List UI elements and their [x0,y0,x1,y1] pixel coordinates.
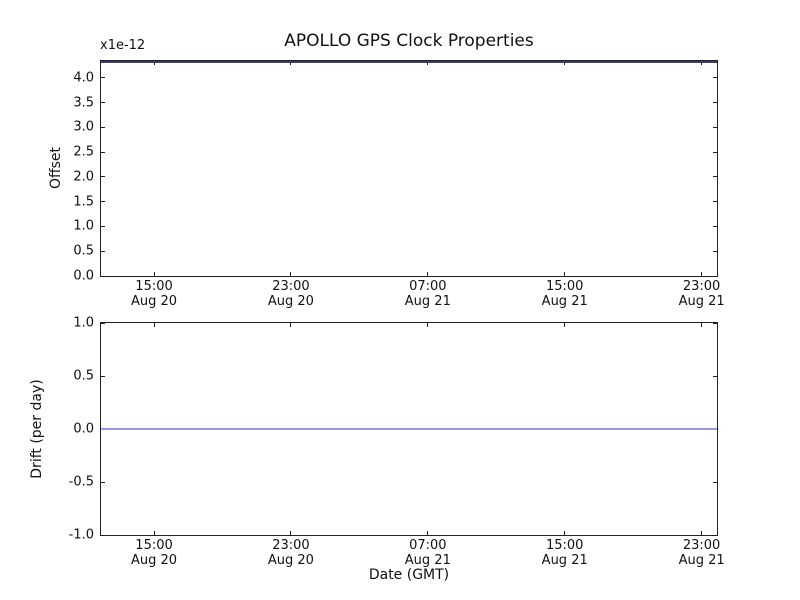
x-tick-label: 15:00 Aug 21 [541,279,588,309]
y-tick-label: -0.5 [68,474,94,490]
y-tick-label: -1.0 [68,527,94,543]
y-tick [101,102,105,104]
y-tick [101,201,105,203]
x-tick-label: 23:00 Aug 20 [267,279,314,309]
y-tick [713,102,717,104]
x-tick [564,531,566,535]
y-tick [713,77,717,79]
y-tick [101,151,105,153]
y-tick [713,481,717,483]
x-tick [427,323,429,327]
x-tick [427,272,429,276]
x-tick [701,323,703,327]
y-tick [101,534,105,536]
offset-series-line [101,61,717,63]
y-tick [101,250,105,252]
y-tick-label: 1.0 [73,218,94,234]
x-tick-label: 23:00 Aug 21 [678,279,725,309]
x-tick [564,61,566,65]
x-tick-label: 15:00 Aug 20 [131,538,178,568]
x-tick [564,272,566,276]
x-tick [290,531,292,535]
y-tick [101,322,105,324]
x-tick-label: 07:00 Aug 21 [404,538,451,568]
y-tick-label: 4.0 [73,70,94,86]
x-tick [153,61,155,65]
y-tick-label: 2.0 [73,169,94,185]
x-tick [427,531,429,535]
x-tick-label: 07:00 Aug 21 [404,279,451,309]
drift-y-axis-label: Drift (per day) [29,379,45,479]
y-tick-label: 0.0 [73,268,94,284]
x-tick-label: 23:00 Aug 21 [678,538,725,568]
y-tick-label: 2.5 [73,144,94,160]
y-tick [101,375,105,377]
y-tick-label: 3.5 [73,95,94,111]
drift-plot-area: -1.0 -0.5 0.0 0.5 1.0 15:00 Aug 20 23:00 Aug 2… [69,316,725,569]
drift-series-line [101,428,717,430]
x-tick-label: 15:00 Aug 21 [541,538,588,568]
y-tick [713,201,717,203]
x-tick [153,323,155,327]
x-tick [290,323,292,327]
x-tick [153,272,155,276]
x-tick [701,531,703,535]
y-tick-label: 0.5 [73,368,94,384]
y-axis-multiplier-label: x1e-12 [100,38,146,53]
y-tick-label: 1.5 [73,194,94,210]
x-axis-label: Date (GMT) [368,567,450,583]
y-tick-label: 3.0 [73,119,94,135]
y-tick-label: 0.5 [73,243,94,259]
offset-y-axis-label: Offset [48,146,64,190]
y-tick [101,481,105,483]
y-tick [101,225,105,227]
x-tick [701,61,703,65]
x-tick-label: 23:00 Aug 20 [267,538,314,568]
y-tick [713,375,717,377]
y-tick [713,275,717,277]
x-tick-label: 15:00 Aug 20 [131,279,178,309]
y-tick [713,126,717,128]
x-tick [701,272,703,276]
y-tick [713,534,717,536]
x-tick [153,531,155,535]
x-tick [564,323,566,327]
y-tick [713,225,717,227]
y-tick [101,176,105,178]
y-tick-label: 1.0 [73,315,94,331]
y-tick-label: 0.0 [73,421,94,437]
y-tick [101,275,105,277]
x-tick [290,272,292,276]
chart-title: APOLLO GPS Clock Properties [284,31,534,51]
x-tick [427,61,429,65]
y-tick [101,77,105,79]
y-tick [713,151,717,153]
y-tick [101,126,105,128]
offset-plot-area: 0.0 0.5 1.0 1.5 2.0 2.5 3.0 3.5 4.0 15:00 Aug 20 2… [73,60,725,309]
y-tick [713,250,717,252]
y-tick [713,176,717,178]
x-tick [290,61,292,65]
y-tick [713,322,717,324]
